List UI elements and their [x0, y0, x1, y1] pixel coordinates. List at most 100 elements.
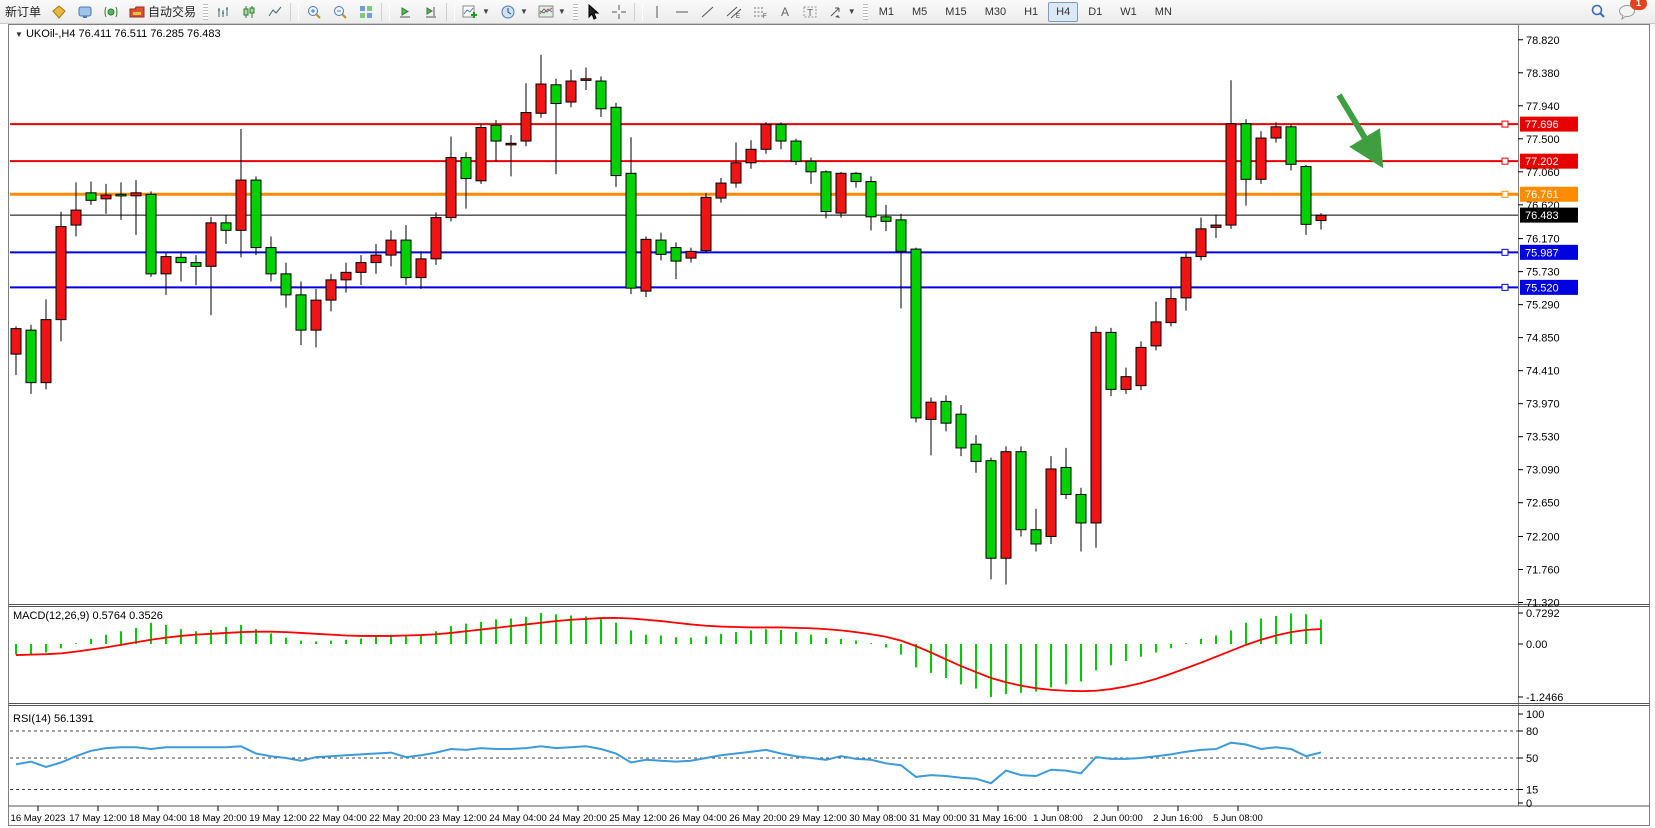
candle [145, 193, 157, 275]
text-tool-button[interactable]: A [774, 2, 796, 22]
horizontal-line-tool-button[interactable] [670, 2, 694, 22]
candle [370, 254, 382, 264]
crosshair-icon [611, 4, 626, 19]
candle [565, 80, 577, 103]
bar-chart-icon [218, 6, 229, 17]
line-handle[interactable] [1501, 120, 1509, 128]
zoom-in-button[interactable] [302, 2, 326, 22]
timeframe-m5-button[interactable]: M5 [912, 5, 928, 18]
template-icon [538, 5, 554, 17]
price-axis-label: 71.320 [1526, 597, 1560, 609]
candle [1165, 298, 1177, 324]
cursor-icon [588, 3, 600, 20]
candlestick-chart-button[interactable] [237, 2, 261, 22]
chart-shift-button[interactable] [419, 2, 443, 22]
candle [265, 247, 277, 275]
candle [1135, 346, 1147, 387]
tile-windows-icon [360, 5, 373, 18]
zoom-out-button[interactable] [328, 2, 352, 22]
signal-icon [104, 6, 118, 17]
indicators-button[interactable]: ▼ [458, 2, 494, 22]
candle [100, 194, 112, 200]
candle [655, 239, 667, 255]
rsi-panel: 100 80 50 150 [10, 709, 1544, 810]
new-order-button[interactable]: 新订单 [1, 1, 45, 22]
timeframe-m15-button[interactable]: M15 [945, 5, 967, 18]
timeframe-w1-button[interactable]: W1 [1120, 5, 1137, 18]
candle [25, 329, 37, 384]
timeframe-m1-button[interactable]: M1 [878, 5, 894, 18]
crosshair-button[interactable] [607, 2, 631, 22]
toolbar-separator [862, 3, 868, 20]
chart-shift-icon [426, 6, 437, 17]
price-marker-75.987: 75.987 [1520, 244, 1578, 260]
time-axis-label: 16 May 2023 [11, 813, 66, 824]
trend-arrow-annotation[interactable] [1336, 93, 1384, 169]
price-marker-76.761: 76.761 [1520, 186, 1578, 202]
arrows-tool-button[interactable]: ▼ [824, 2, 860, 22]
line-handle[interactable] [1501, 190, 1509, 198]
fibonacci-tool-button[interactable]: F [748, 2, 772, 22]
timeframe-m30-button[interactable]: M30 [984, 5, 1007, 18]
line-handle[interactable] [1501, 157, 1509, 165]
candle [610, 106, 622, 177]
svg-text:T: T [807, 8, 813, 19]
templates-button[interactable]: ▼ [534, 2, 570, 22]
label-tool-button[interactable]: T [798, 2, 822, 22]
price-axis-label: 78.380 [1526, 68, 1560, 80]
cursor-button[interactable] [581, 2, 605, 22]
bar-chart-button[interactable] [211, 2, 235, 22]
timeframe-h4-button[interactable]: H4 [1048, 1, 1079, 22]
candle [70, 209, 82, 226]
search-button[interactable] [1585, 1, 1611, 23]
channel-tool-button[interactable]: E [722, 2, 746, 22]
timeframe-h1-button[interactable]: H1 [1024, 5, 1039, 18]
tile-windows-button[interactable] [354, 2, 378, 22]
candle [820, 171, 832, 213]
timeframe-mn-button[interactable]: MN [1154, 5, 1172, 18]
search-icon [1591, 4, 1605, 18]
candle [475, 127, 487, 182]
price-axis-label: 73.970 [1526, 399, 1560, 411]
chevron-down-icon: ▼ [482, 7, 490, 16]
candle [205, 222, 217, 267]
svg-text:77.696: 77.696 [1525, 119, 1559, 131]
candle [115, 193, 127, 197]
candle [1315, 214, 1327, 222]
terminal-icon-button[interactable] [73, 2, 97, 22]
time-axis[interactable]: 16 May 2023 17 May 12:00 18 May 04:00 18 Ma… [11, 806, 1263, 824]
svg-text:76.761: 76.761 [1525, 189, 1559, 201]
gem-icon-button[interactable] [47, 2, 71, 22]
candle [250, 179, 262, 249]
svg-text:75.520: 75.520 [1525, 282, 1559, 294]
timeframe-d1-button[interactable]: D1 [1088, 5, 1103, 18]
auto-scroll-button[interactable] [393, 2, 417, 22]
macd-panel: 0.7292 0.00 -1.2466 [15, 608, 1563, 704]
price-marker-77.696: 77.696 [1520, 116, 1578, 132]
signal-icon-button[interactable] [99, 2, 123, 22]
period-dropdown-button[interactable]: ▼ [496, 2, 532, 22]
line-handle[interactable] [1501, 248, 1509, 256]
line-handle[interactable] [1501, 283, 1509, 291]
notifications-button[interactable]: 1 [1613, 0, 1647, 23]
toolbar-separator [572, 3, 578, 20]
fibonacci-icon: F [753, 7, 767, 20]
trendline-tool-button[interactable] [696, 2, 720, 22]
line-chart-button[interactable] [263, 2, 287, 22]
candle [385, 239, 397, 256]
macd-signal-line [15, 616, 1322, 693]
time-axis-label: 18 May 04:00 [129, 813, 187, 824]
candle [1030, 529, 1042, 545]
toolbar-separator [290, 2, 300, 21]
svg-text:A: A [781, 5, 789, 19]
candle [955, 413, 967, 449]
auto-trading-button[interactable]: 自动交易 [125, 1, 200, 22]
vertical-line-tool-button[interactable] [646, 2, 668, 22]
candle [580, 78, 592, 81]
rsi-line [15, 741, 1322, 785]
price-axis[interactable]: 78.82078.38077.94077.50077.06076.62076.1… [1518, 35, 1560, 610]
monitor-icon [78, 6, 92, 18]
svg-text:75.987: 75.987 [1525, 247, 1559, 259]
